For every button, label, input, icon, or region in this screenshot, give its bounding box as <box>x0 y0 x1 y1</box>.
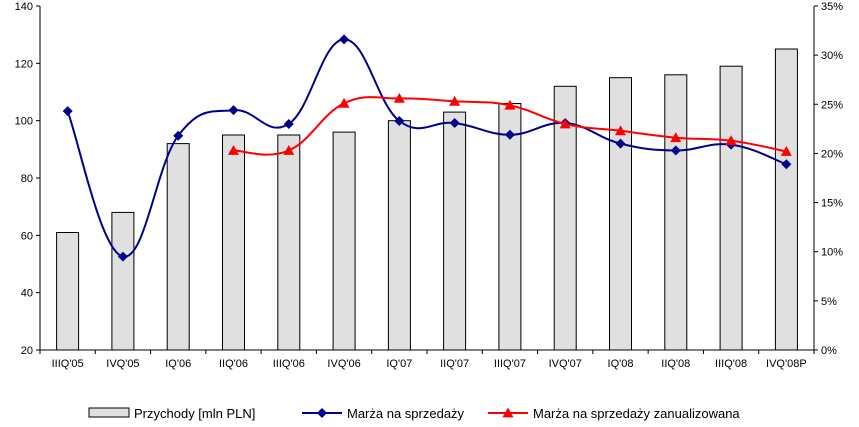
y-right-tick-label: 15% <box>821 198 843 210</box>
bar-IVQ'08P <box>774 48 798 351</box>
bar-IIIQ'06 <box>277 134 301 351</box>
legend-marker-marza-zanualizowana <box>502 407 514 418</box>
marza-point-IQ'07 <box>394 115 405 126</box>
marza-point-IVQ'05 <box>117 251 128 262</box>
bar-IIQ'06 <box>222 134 245 351</box>
y-left-tick-label: 20 <box>21 345 33 357</box>
bar-IQ'06 <box>166 143 190 351</box>
marza-point-IVQ'08P <box>781 159 792 170</box>
y-right-tick-label: 30% <box>821 50 843 62</box>
legend-swatch-przychody <box>88 407 130 418</box>
x-tick-label: IIIQ'08 <box>715 358 747 370</box>
x-tick-label: IIIQ'07 <box>494 358 526 370</box>
legend: Przychody [mln PLN] Marża na sprzedaży Mar… <box>88 406 740 421</box>
marza-point-IIIQ'05 <box>62 106 73 117</box>
marza-zanual-point-IVQ'08P <box>780 145 792 156</box>
x-tick-label: IIQ'06 <box>219 358 248 370</box>
bar-IIIQ'05 <box>56 232 80 351</box>
x-tick-label: IVQ'08P <box>766 358 807 370</box>
axes: 20 40 60 80 100 120 140 0% 5% 10% 15% 20% 25% 30% 35% I… <box>15 1 844 370</box>
y-right-tick-label: 5% <box>821 296 837 308</box>
y-left-tick-label: 60 <box>21 230 33 242</box>
bar-IIIQ'08 <box>719 65 743 351</box>
marza-point-IQ'06 <box>173 130 184 141</box>
marza-zanual-point-IIIQ'06 <box>283 144 295 155</box>
x-tick-label: IIIQ'06 <box>273 358 305 370</box>
bar-IVQ'06 <box>332 131 356 351</box>
x-tick-label: IIIQ'05 <box>52 358 84 370</box>
marza-zanual-point-IQ'08 <box>615 125 626 136</box>
marza-zanual-point-IVQ'07 <box>559 118 571 129</box>
y-right-tick-label: 35% <box>821 1 843 13</box>
bar-IQ'07 <box>387 120 411 351</box>
marza-point-IQ'08 <box>615 138 626 149</box>
x-tick-label: IVQ'05 <box>106 358 139 370</box>
y-right-tick-label: 20% <box>821 148 843 160</box>
legend-label-marza: Marża na sprzedaży <box>347 406 465 421</box>
x-tick-label: IVQ'07 <box>549 358 582 370</box>
marza-point-IIQ'07 <box>449 117 460 128</box>
x-tick-label: IQ'06 <box>165 358 191 370</box>
marza-zanual-point-IIQ'06 <box>228 144 239 155</box>
marza-point-IIQ'06 <box>228 105 239 116</box>
x-tick-label: IQ'07 <box>386 358 412 370</box>
y-right-tick-label: 10% <box>821 247 843 259</box>
x-tick-label: IIQ'08 <box>661 358 690 370</box>
marza-zanual-point-IIQ'08 <box>670 132 682 143</box>
bar-IIQ'07 <box>443 111 467 351</box>
y-left-tick-label: 120 <box>15 58 33 70</box>
marza-zanual-point-IQ'07 <box>393 92 405 103</box>
x-tick-label: IIQ'07 <box>440 358 469 370</box>
legend-marker-marza <box>317 408 327 418</box>
marza-zanual-point-IVQ'06 <box>338 97 350 108</box>
marza-point-IIIQ'06 <box>283 118 294 129</box>
bar-IIIQ'07 <box>498 103 522 351</box>
line-marza <box>66 38 787 258</box>
y-right-tick-label: 0% <box>821 345 837 357</box>
marza-point-IVQ'06 <box>339 34 350 45</box>
x-tick-label: IQ'08 <box>608 358 634 370</box>
bar-IIQ'08 <box>664 74 688 351</box>
x-tick-label: IVQ'06 <box>327 358 360 370</box>
legend-label-przychody: Przychody [mln PLN] <box>134 406 255 421</box>
y-left-tick-label: 80 <box>21 173 33 185</box>
marza-zanual-point-IIIQ'08 <box>725 135 737 146</box>
y-right-tick-label: 25% <box>821 99 843 111</box>
y-left-tick-label: 100 <box>15 116 33 128</box>
y-left-tick-label: 40 <box>21 288 33 300</box>
bar-IQ'08 <box>609 77 632 351</box>
marza-point-IIIQ'07 <box>504 129 515 140</box>
marza-zanual-point-IIIQ'07 <box>504 99 516 110</box>
marza-point-IIQ'08 <box>670 145 681 156</box>
plot-area <box>56 34 798 351</box>
y-left-tick-label: 140 <box>15 1 33 13</box>
bar-IVQ'05 <box>111 211 135 351</box>
marza-zanual-point-IIQ'07 <box>449 95 461 106</box>
legend-label-marza-zanualizowana: Marża na sprzedaży zanualizowana <box>533 406 740 421</box>
